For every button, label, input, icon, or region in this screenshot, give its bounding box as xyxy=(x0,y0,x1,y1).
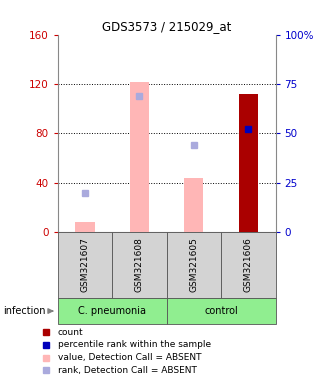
Text: GSM321606: GSM321606 xyxy=(244,238,253,292)
Text: GSM321607: GSM321607 xyxy=(81,238,89,292)
Text: value, Detection Call = ABSENT: value, Detection Call = ABSENT xyxy=(58,353,201,362)
Bar xyxy=(58,298,167,324)
Text: infection: infection xyxy=(3,306,46,316)
Bar xyxy=(130,81,149,232)
Bar xyxy=(167,298,276,324)
Title: GDS3573 / 215029_at: GDS3573 / 215029_at xyxy=(102,20,231,33)
Text: control: control xyxy=(204,306,238,316)
Text: GSM321608: GSM321608 xyxy=(135,238,144,292)
Bar xyxy=(184,178,203,232)
Text: count: count xyxy=(58,328,83,337)
Bar xyxy=(167,232,221,298)
Bar xyxy=(239,94,258,232)
Bar xyxy=(221,232,276,298)
Bar xyxy=(76,222,94,232)
Bar xyxy=(112,232,167,298)
Text: rank, Detection Call = ABSENT: rank, Detection Call = ABSENT xyxy=(58,366,197,375)
Text: C. pneumonia: C. pneumonia xyxy=(78,306,146,316)
Text: percentile rank within the sample: percentile rank within the sample xyxy=(58,340,211,349)
Bar xyxy=(58,232,112,298)
Text: GSM321605: GSM321605 xyxy=(189,238,198,292)
